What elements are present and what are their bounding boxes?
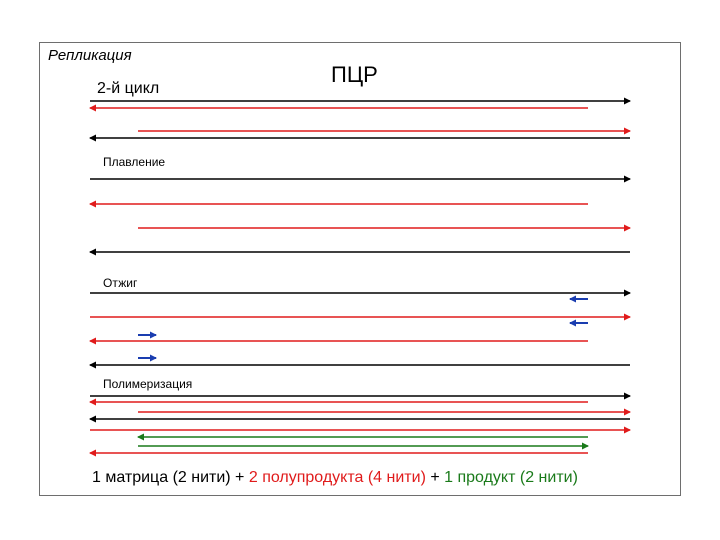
- summary-line: 1 матрица (2 нити) + 2 полупродукта (4 н…: [92, 469, 578, 487]
- pcr-title: ПЦР: [331, 62, 378, 87]
- stage-label-annealing: Отжиг: [103, 276, 138, 290]
- replication-label: Репликация: [48, 47, 132, 64]
- stage-label-polymerization: Полимеризация: [103, 377, 193, 391]
- slide-frame: [39, 42, 681, 496]
- summary-half-product: 2 полупродукта (4 нити): [248, 469, 426, 486]
- summary-template: 1 матрица (2 нити): [92, 469, 231, 486]
- summary-product: 1 продукт (2 нити): [444, 469, 578, 486]
- summary-plus-1: +: [230, 469, 249, 486]
- stage-label-melting: Плавление: [103, 155, 166, 169]
- cycle-label: 2-й цикл: [97, 80, 160, 97]
- summary-plus-2: +: [425, 469, 445, 486]
